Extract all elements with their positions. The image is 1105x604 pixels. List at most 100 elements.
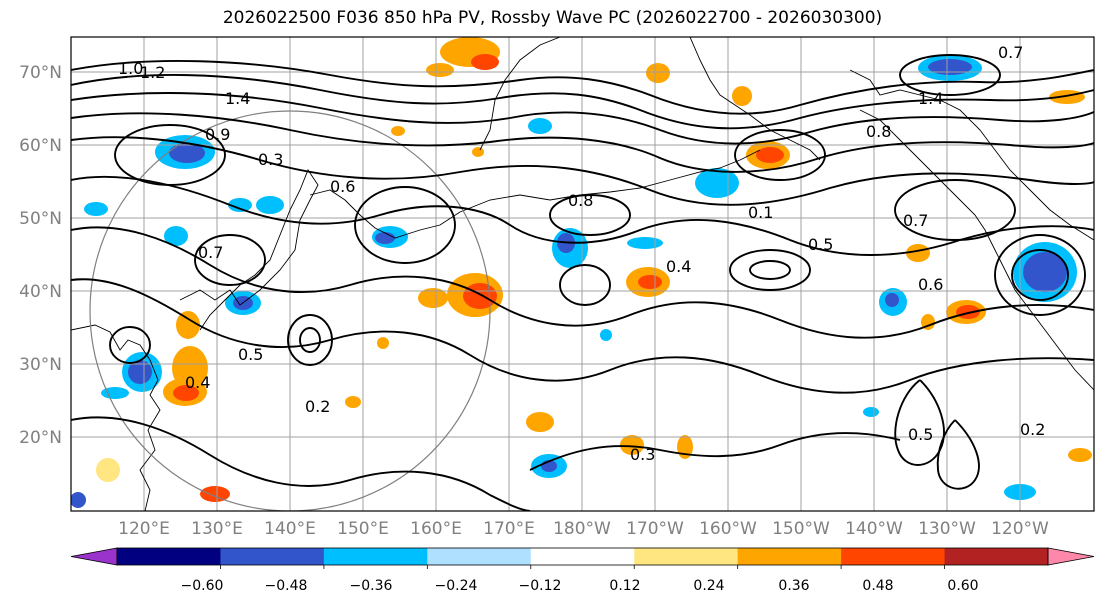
contour-labels: 1.0 1.2 1.4 0.9 0.3 0.6 0.7 0.4 0.5 0.2 …	[118, 43, 1045, 464]
negative-anomaly	[928, 59, 972, 75]
contour-label: 1.0	[118, 59, 143, 78]
pv-contours	[71, 54, 1094, 511]
colorbar	[70, 547, 1095, 569]
negative-anomaly	[128, 360, 152, 384]
colorbar-segment	[634, 548, 739, 565]
positive-anomaly	[176, 311, 200, 339]
contour-label: 0.2	[1020, 420, 1045, 439]
positive-anomaly	[638, 275, 662, 289]
negative-anomaly	[375, 232, 395, 244]
contour-label: 1.4	[918, 89, 943, 108]
lat-label: 20°N	[19, 428, 62, 448]
contour-label: 0.3	[258, 150, 283, 169]
contour-label: 0.2	[305, 397, 330, 416]
lat-label: 40°N	[19, 282, 62, 302]
colorbar-tick-label: 0.12	[609, 578, 640, 594]
positive-anomaly	[732, 86, 752, 106]
lon-label: 140°E	[264, 519, 316, 539]
negative-anomaly	[256, 196, 284, 214]
colorbar-segment	[427, 548, 532, 565]
negative-anomaly	[885, 293, 899, 307]
contour-label: 0.7	[903, 211, 928, 230]
colorbar-extend-high	[1047, 547, 1095, 566]
colorbar-tick-label: 0.48	[862, 578, 893, 594]
map-frame	[70, 36, 1095, 512]
lon-label: 120°W	[991, 519, 1049, 539]
contour-label: 0.8	[866, 122, 891, 141]
colorbar-tick-label: −0.24	[435, 578, 478, 594]
colorbar-tick-label: −0.48	[265, 578, 308, 594]
reference-circle	[89, 110, 491, 511]
contour-label: 0.1	[748, 203, 773, 222]
shaded-anomalies	[71, 37, 1092, 508]
positive-anomaly	[921, 314, 935, 330]
contour-label: 0.8	[568, 191, 593, 210]
contour-label: 0.7	[998, 43, 1023, 62]
colorbar-segment	[944, 548, 1049, 565]
negative-anomaly	[600, 329, 612, 341]
lon-label: 130°W	[918, 519, 976, 539]
lat-label: 30°N	[19, 355, 62, 375]
positive-anomaly	[418, 288, 448, 308]
negative-anomaly	[71, 492, 86, 508]
lon-label: 170°W	[626, 519, 684, 539]
colorbar-extend-low	[70, 547, 118, 566]
colorbar-tick-label: −0.60	[181, 578, 224, 594]
negative-anomaly	[164, 226, 188, 246]
contour-label: 0.4	[666, 257, 691, 276]
colorbar-segment	[841, 548, 946, 565]
longitude-labels: 120°E 130°E 140°E 150°E 160°E 170°E 180°…	[118, 519, 1049, 539]
lon-label: 120°E	[118, 519, 170, 539]
negative-anomaly	[1023, 252, 1067, 292]
latitude-labels: 70°N 60°N 50°N 40°N 30°N 20°N	[19, 63, 62, 448]
colorbar-tick-label: 0.60	[947, 578, 978, 594]
positive-anomaly	[620, 435, 644, 455]
contour-label: 0.6	[330, 177, 355, 196]
positive-anomaly	[391, 126, 405, 136]
contour-label: 0.5	[238, 345, 263, 364]
negative-anomaly	[169, 143, 205, 163]
contour-label: 0.9	[205, 125, 230, 144]
positive-anomaly	[526, 412, 554, 432]
positive-anomaly	[200, 486, 230, 502]
negative-anomaly	[84, 202, 108, 216]
lon-label: 180°W	[553, 519, 611, 539]
positive-anomaly	[906, 244, 930, 262]
contour-label: 0.3	[630, 445, 655, 464]
colorbar-tick-label: 0.36	[778, 578, 809, 594]
coastlines	[71, 37, 1094, 511]
lat-label: 50°N	[19, 209, 62, 229]
negative-anomaly	[228, 198, 252, 212]
lat-label: 60°N	[19, 136, 62, 156]
colorbar-tick-label: −0.12	[519, 578, 562, 594]
positive-anomaly	[1068, 448, 1092, 462]
colorbar-outline	[116, 547, 1049, 566]
contour-label: 0.5	[908, 425, 933, 444]
contour-label: 0.5	[808, 235, 833, 254]
colorbar-labels: −0.60 −0.48 −0.36 −0.24 −0.12 0.12 0.24 …	[181, 578, 979, 594]
lon-label: 170°E	[483, 519, 535, 539]
lon-label: 140°W	[845, 519, 903, 539]
negative-anomaly	[528, 118, 552, 134]
positive-anomaly	[377, 337, 389, 349]
positive-anomaly	[173, 385, 199, 401]
positive-anomaly	[472, 147, 484, 157]
negative-anomaly	[101, 387, 129, 399]
negative-anomaly	[863, 407, 879, 417]
contour-label: 0.4	[185, 373, 210, 392]
colorbar-tick-label: 0.24	[693, 578, 724, 594]
negative-anomaly	[627, 237, 663, 249]
lat-label: 70°N	[19, 63, 62, 83]
positive-anomaly	[345, 396, 361, 408]
contour-label: 0.6	[918, 275, 943, 294]
positive-anomaly	[463, 283, 497, 309]
colorbar-segment	[323, 548, 428, 565]
colorbar-segment	[117, 548, 221, 565]
positive-anomaly	[756, 147, 784, 163]
colorbar-tick-label: −0.36	[350, 578, 393, 594]
colorbar-segment	[220, 548, 325, 565]
map-title: 2026022500 F036 850 hPa PV, Rossby Wave …	[222, 8, 883, 28]
lon-label: 130°E	[191, 519, 243, 539]
lon-label: 150°W	[772, 519, 830, 539]
